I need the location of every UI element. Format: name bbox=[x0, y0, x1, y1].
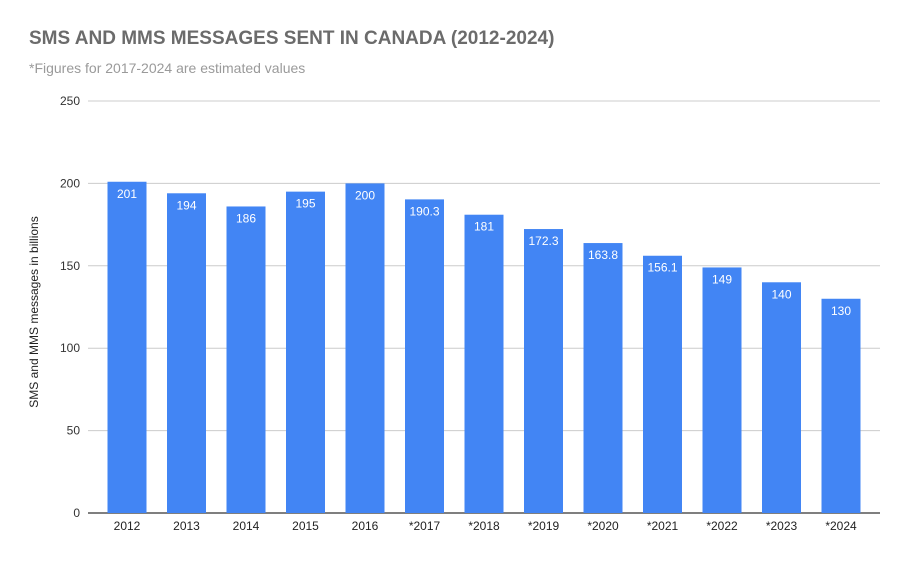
bar bbox=[226, 206, 266, 514]
bar bbox=[583, 243, 623, 513]
x-tick-label: *2019 bbox=[528, 519, 560, 533]
y-tick-label: 150 bbox=[60, 259, 80, 273]
data-label: 181 bbox=[474, 220, 494, 234]
x-tick-label: 2012 bbox=[114, 519, 141, 533]
data-label: 201 bbox=[117, 187, 137, 201]
data-label: 149 bbox=[712, 272, 732, 286]
y-axis-label: SMS and MMS messages in billions bbox=[27, 216, 41, 407]
data-label: 156.1 bbox=[647, 261, 677, 275]
data-label: 130 bbox=[831, 304, 851, 318]
chart-subtitle: *Figures for 2017-2024 are estimated val… bbox=[29, 60, 306, 76]
bar bbox=[345, 183, 385, 513]
y-tick-label: 0 bbox=[73, 506, 80, 520]
bar bbox=[524, 229, 563, 513]
y-tick-label: 200 bbox=[60, 176, 80, 190]
x-tick-label: *2024 bbox=[825, 519, 857, 533]
y-tick-label: 250 bbox=[60, 94, 80, 108]
x-tick-label: *2021 bbox=[647, 519, 679, 533]
data-label: 195 bbox=[295, 197, 315, 211]
bar bbox=[762, 282, 801, 513]
y-tick-label: 50 bbox=[67, 424, 81, 438]
bar bbox=[286, 191, 325, 513]
x-tick-label: *2022 bbox=[706, 519, 738, 533]
data-label: 172.3 bbox=[528, 234, 558, 248]
data-label: 200 bbox=[355, 188, 375, 202]
x-tick-label: *2017 bbox=[409, 519, 441, 533]
bar bbox=[107, 181, 147, 513]
x-axis-ticks: 2012 2013 2014 2015 2016 *2017 *2018 *2019 *2020… bbox=[114, 519, 857, 533]
data-label: 190.3 bbox=[409, 204, 439, 218]
data-label: 194 bbox=[176, 198, 196, 212]
y-axis-ticks: 0 50 100 150 200 250 bbox=[60, 94, 80, 520]
y-tick-label: 100 bbox=[60, 341, 80, 355]
x-tick-label: 2014 bbox=[233, 519, 260, 533]
bar bbox=[821, 298, 861, 513]
bar bbox=[167, 193, 206, 513]
data-labels: 201 194 186 195 200 190.3 181 172.3 163.8 156.1 14… bbox=[117, 187, 851, 318]
x-tick-label: 2013 bbox=[173, 519, 200, 533]
x-tick-label: 2015 bbox=[292, 519, 319, 533]
bar bbox=[405, 199, 444, 513]
bars bbox=[107, 181, 861, 514]
data-label: 140 bbox=[771, 287, 791, 301]
bar bbox=[702, 267, 742, 513]
x-tick-label: *2018 bbox=[468, 519, 500, 533]
chart-title: SMS AND MMS MESSAGES SENT IN CANADA (201… bbox=[29, 28, 555, 49]
bar bbox=[643, 255, 682, 513]
data-label: 186 bbox=[236, 211, 256, 225]
x-tick-label: *2023 bbox=[766, 519, 798, 533]
x-tick-label: 2016 bbox=[352, 519, 379, 533]
data-label: 163.8 bbox=[588, 248, 618, 262]
bar bbox=[464, 214, 504, 513]
x-tick-label: *2020 bbox=[587, 519, 619, 533]
